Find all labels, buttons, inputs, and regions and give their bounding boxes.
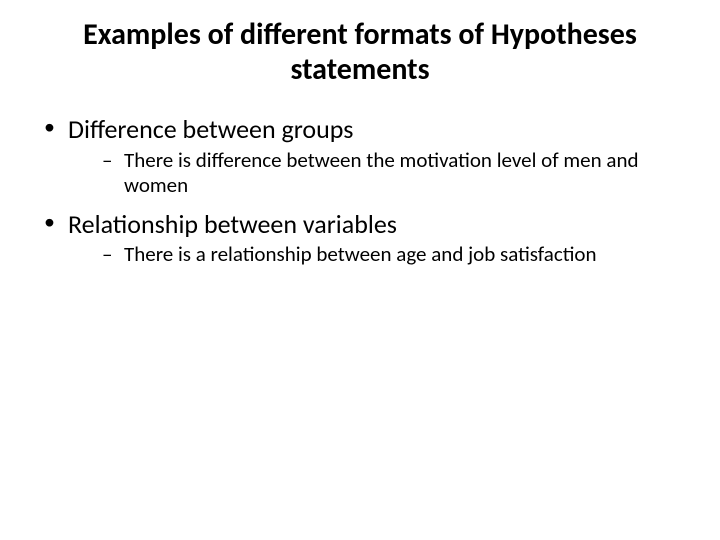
sub-list: There is difference between the motivati… bbox=[68, 148, 690, 198]
sub-list-item-text: There is a relationship between age and … bbox=[124, 241, 597, 267]
sub-list: There is a relationship between age and … bbox=[68, 242, 690, 267]
list-item: Relationship between variables There is … bbox=[40, 208, 690, 268]
slide-title: Examples of different formats of Hypothe… bbox=[30, 18, 690, 87]
slide: Examples of different formats of Hypothe… bbox=[0, 0, 720, 540]
list-item-text: Relationship between variables bbox=[68, 208, 397, 240]
list-item-text: Difference between groups bbox=[68, 113, 353, 145]
list-item: Difference between groups There is diffe… bbox=[40, 113, 690, 198]
sub-list-item: There is a relationship between age and … bbox=[102, 242, 690, 267]
bullet-list: Difference between groups There is diffe… bbox=[30, 113, 690, 268]
sub-list-item: There is difference between the motivati… bbox=[102, 148, 690, 198]
sub-list-item-text: There is difference between the motivati… bbox=[124, 147, 639, 198]
